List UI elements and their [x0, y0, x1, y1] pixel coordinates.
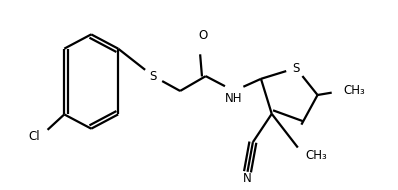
Text: S: S [292, 62, 300, 74]
Text: O: O [199, 29, 208, 42]
Text: S: S [150, 70, 157, 83]
Text: N: N [243, 172, 252, 185]
Text: Cl: Cl [28, 130, 40, 143]
Text: CH₃: CH₃ [305, 149, 327, 162]
Text: CH₃: CH₃ [343, 85, 365, 97]
Text: NH: NH [225, 92, 243, 105]
